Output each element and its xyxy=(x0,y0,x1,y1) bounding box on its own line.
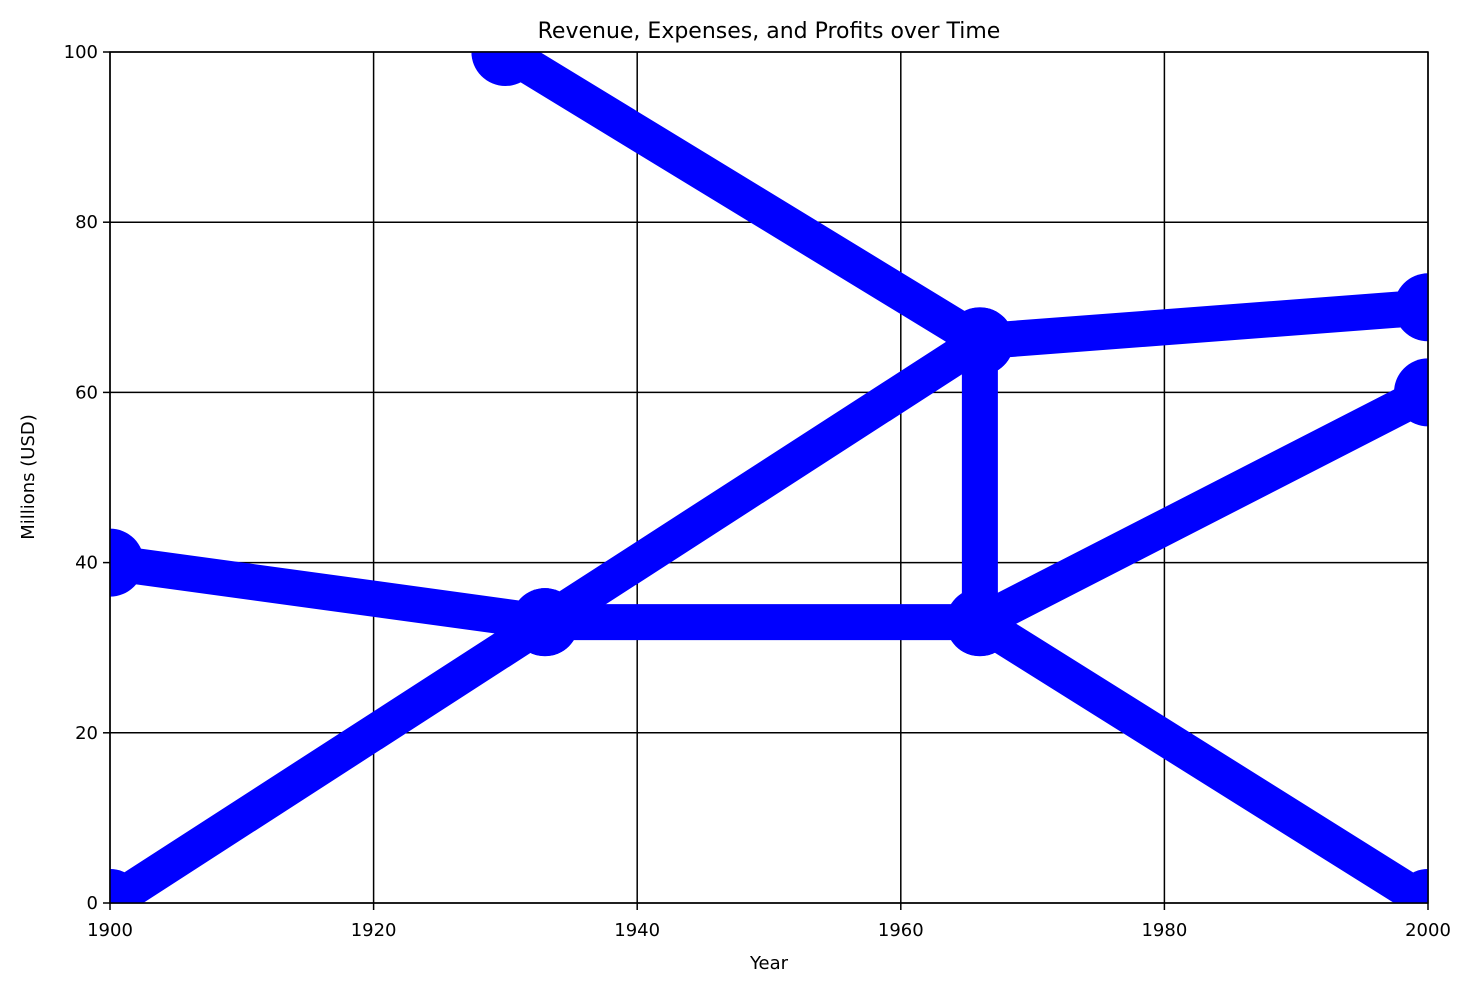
series-line-1 xyxy=(110,289,1428,903)
data-point xyxy=(945,307,1014,376)
y-tick-label: 20 xyxy=(75,723,98,744)
x-tick-label: 1920 xyxy=(351,920,397,941)
y-tick-label: 0 xyxy=(87,893,98,914)
x-tick-label: 1980 xyxy=(1141,920,1187,941)
data-point xyxy=(110,869,144,903)
data-point xyxy=(1394,869,1428,903)
series-line-3 xyxy=(496,52,1428,641)
x-tick-label: 1960 xyxy=(878,920,924,941)
data-point xyxy=(510,588,579,657)
data-point xyxy=(945,588,1014,657)
plot-frame xyxy=(109,51,1429,904)
data-point xyxy=(1394,358,1428,427)
y-tick-label: 60 xyxy=(75,382,98,403)
y-axis-ticks: 0 20 40 60 80 100 xyxy=(64,42,110,914)
data-point xyxy=(110,528,144,597)
chart-title: Revenue, Expenses, and Profits over Time xyxy=(538,19,1001,44)
x-tick-label: 1900 xyxy=(87,920,133,941)
y-tick-label: 100 xyxy=(64,42,98,63)
x-axis-ticks: 1900 1920 1940 1960 1980 2000 xyxy=(87,903,1451,941)
series-layer xyxy=(110,52,1428,903)
y-axis-label: Millions (USD) xyxy=(18,414,39,540)
y-tick-label: 80 xyxy=(75,212,98,233)
x-tick-label: 2000 xyxy=(1405,920,1451,941)
y-tick-label: 40 xyxy=(75,553,98,574)
series-line-2 xyxy=(110,544,1428,903)
x-tick-label: 1940 xyxy=(614,920,660,941)
data-point xyxy=(1394,273,1428,342)
x-axis-label: Year xyxy=(749,953,789,974)
data-point xyxy=(471,52,540,86)
